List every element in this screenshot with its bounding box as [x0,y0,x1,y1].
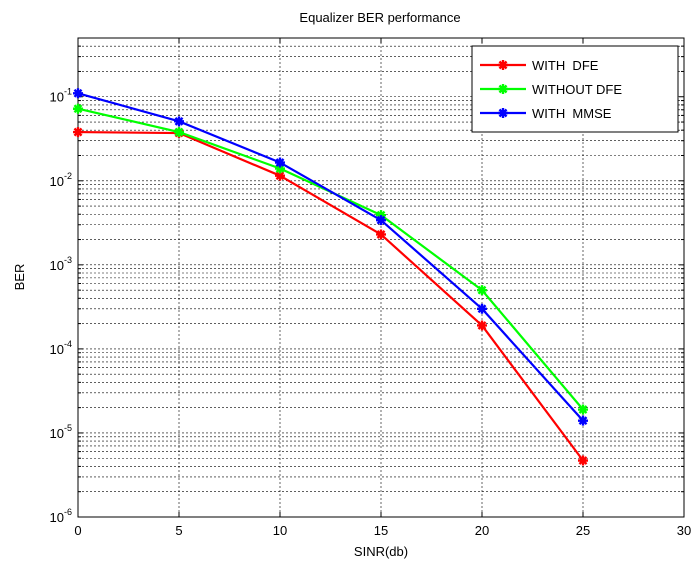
series-point-1 [275,170,285,181]
series-point-2 [578,404,588,415]
series-point-3 [578,415,588,426]
y-tick-label: 10-1 [50,87,72,105]
x-tick-label: 30 [677,523,691,538]
series-point-3 [73,88,83,99]
legend-label-3: WITH MMSE [532,106,612,121]
y-tick-labels: 10-1 10-2 10-3 10-4 10-5 10-6 [50,87,72,525]
series-line-2 [77,107,584,411]
series-group [73,88,588,466]
x-tick-label: 15 [374,523,388,538]
series-point-2 [275,163,285,174]
x-tick-label: 10 [273,523,287,538]
grid [78,38,684,517]
legend-marker-1 [498,60,508,70]
series-point-2 [174,127,184,138]
series-point-3 [174,116,184,127]
x-tick-labels: 0 5 10 15 20 25 30 [74,523,691,538]
x-tick-label: 5 [175,523,182,538]
series-point-3 [477,303,487,314]
series-point-1 [73,127,83,138]
legend-marker-2 [498,84,508,94]
y-tick-label: 10-2 [50,171,72,189]
y-tick-label: 10-5 [50,423,72,441]
y-tick-label: 10-6 [50,507,72,525]
legend: WITH DFE WITHOUT DFE WITH MMSE [471,45,679,133]
series-line-3 [77,92,584,422]
x-tick-label: 25 [576,523,590,538]
legend-label-2: WITHOUT DFE [532,82,622,97]
series-point-2 [376,210,386,221]
series-point-1 [477,320,487,331]
legend-label-1: WITH DFE [532,58,599,73]
y-axis-label: BER [12,264,27,291]
chart-title: Equalizer BER performance [299,10,460,25]
x-tick-label: 20 [475,523,489,538]
y-tick-label: 10-3 [50,255,72,273]
series-point-2 [73,103,83,114]
x-axis-label: SINR(db) [354,544,408,559]
x-tick-label: 0 [74,523,81,538]
series-point-1 [376,229,386,240]
series-point-3 [376,215,386,226]
legend-marker-3 [498,108,508,118]
series-line-1 [77,130,584,462]
series-point-3 [275,157,285,168]
y-tick-label: 10-4 [50,339,72,357]
series-point-2 [477,285,487,296]
series-point-1 [578,455,588,466]
